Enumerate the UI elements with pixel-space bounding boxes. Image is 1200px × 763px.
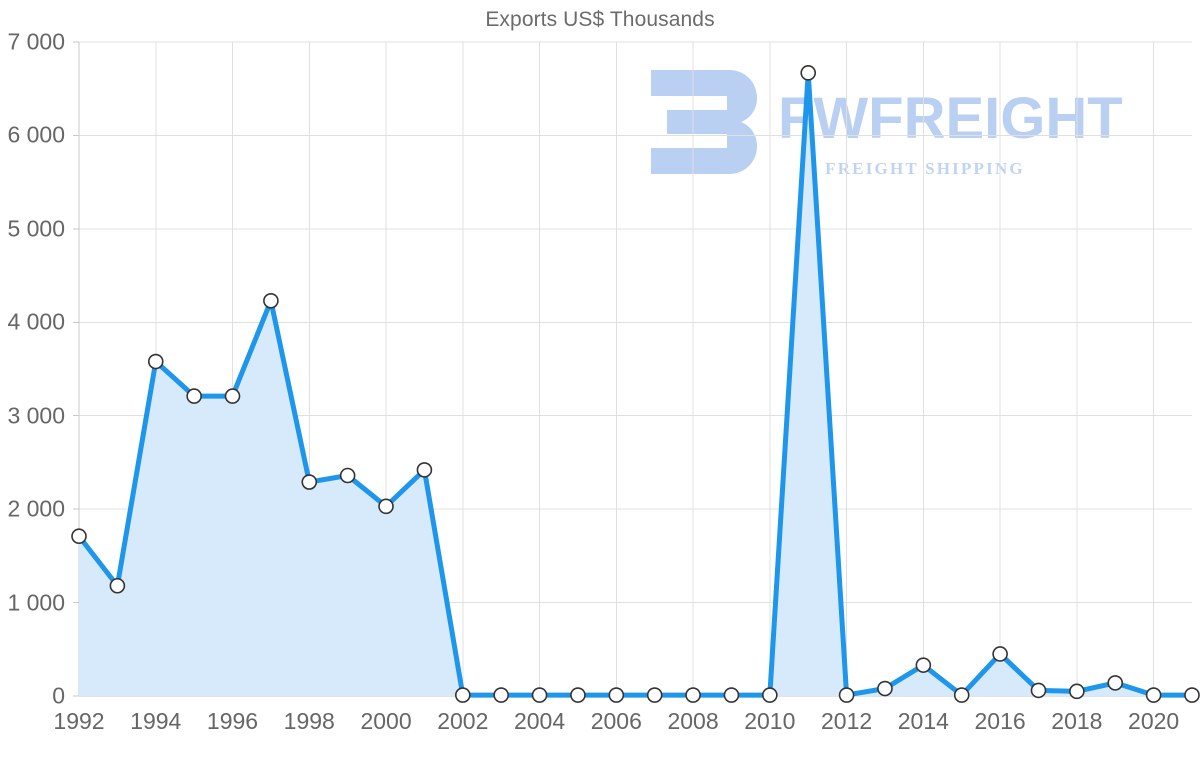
x-axis-tick-label: 2016 xyxy=(974,708,1026,734)
data-point-marker[interactable] xyxy=(109,577,126,594)
x-axis-tick-label: 1998 xyxy=(283,708,335,734)
data-point-marker[interactable] xyxy=(224,388,241,404)
x-axis-tick-label: 2010 xyxy=(744,708,796,734)
data-point-marker[interactable] xyxy=(1184,687,1200,703)
x-axis-tick-label: 2014 xyxy=(897,708,949,734)
x-axis-tick-label: 1992 xyxy=(53,708,105,734)
data-point-marker[interactable] xyxy=(1107,675,1124,691)
x-axis-tick-label: 2002 xyxy=(437,708,489,734)
data-point-marker[interactable] xyxy=(992,646,1008,662)
data-point-marker[interactable] xyxy=(147,353,164,370)
data-point-marker[interactable] xyxy=(1069,683,1085,700)
data-point-marker[interactable] xyxy=(454,687,471,703)
y-axis-tick-label: 7 000 xyxy=(7,28,65,55)
data-point-marker[interactable] xyxy=(685,687,701,703)
x-axis-tick-label: 2000 xyxy=(360,708,412,734)
data-point-marker[interactable] xyxy=(493,687,509,703)
data-point-marker[interactable] xyxy=(800,65,817,81)
y-axis-tick-label: 3 000 xyxy=(7,402,65,429)
data-point-marker[interactable] xyxy=(953,687,970,703)
x-axis-tick-label: 2020 xyxy=(1128,708,1180,734)
x-axis-tick-label: 2004 xyxy=(513,708,566,734)
data-point-marker[interactable] xyxy=(1030,682,1047,699)
data-point-marker[interactable] xyxy=(186,388,202,404)
x-axis-tick-label: 1996 xyxy=(206,708,259,734)
chart-title: Exports US$ Thousands xyxy=(485,8,715,31)
data-point-marker[interactable] xyxy=(301,474,318,490)
data-point-marker[interactable] xyxy=(877,680,893,697)
y-axis-tick-label: 2 000 xyxy=(7,495,65,522)
y-axis-tick-label: 5 000 xyxy=(7,215,65,242)
data-point-marker[interactable] xyxy=(723,687,740,703)
series-line xyxy=(76,70,1195,698)
y-axis-tick-label: 6 000 xyxy=(7,121,65,148)
data-point-marker[interactable] xyxy=(71,528,87,545)
data-point-marker[interactable] xyxy=(646,687,663,703)
x-axis-tick-label: 2006 xyxy=(590,708,642,734)
y-axis-tick-label: 1 000 xyxy=(7,589,65,616)
data-point-marker[interactable] xyxy=(1145,687,1162,703)
x-axis-tick-label: 2018 xyxy=(1051,708,1103,734)
data-point-marker[interactable] xyxy=(339,467,356,484)
x-axis-tick-label: 1994 xyxy=(130,708,182,734)
x-axis-tick-label: 2008 xyxy=(667,708,719,734)
area-fill xyxy=(79,72,1192,697)
data-point-marker[interactable] xyxy=(416,462,433,478)
data-point-marker[interactable] xyxy=(838,687,855,703)
y-axis-tick-label: 4 000 xyxy=(7,308,65,335)
data-point-marker[interactable] xyxy=(608,687,625,703)
data-point-marker[interactable] xyxy=(378,498,394,515)
x-axis-tick-label: 2012 xyxy=(820,708,873,734)
data-point-marker[interactable] xyxy=(263,292,279,309)
data-point-marker[interactable] xyxy=(570,687,586,703)
y-axis-tick-label: 0 xyxy=(52,682,65,709)
data-point-marker[interactable] xyxy=(915,657,932,673)
data-point-marker[interactable] xyxy=(531,687,548,703)
data-point-marker[interactable] xyxy=(762,687,778,703)
